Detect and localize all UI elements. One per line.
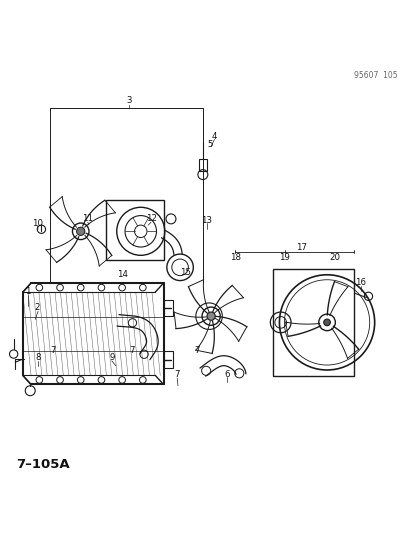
Circle shape: [76, 227, 85, 236]
Circle shape: [206, 312, 215, 320]
Text: 19: 19: [279, 253, 290, 262]
Text: 10: 10: [32, 219, 43, 228]
Text: 13: 13: [201, 216, 212, 224]
Text: 20: 20: [328, 253, 339, 262]
Bar: [198, 159, 206, 171]
Text: 7: 7: [193, 345, 199, 354]
Text: 16: 16: [355, 278, 366, 287]
Text: 7: 7: [128, 345, 134, 354]
Text: 1: 1: [25, 287, 31, 296]
Bar: [163, 300, 172, 316]
Text: 9: 9: [109, 353, 114, 362]
Text: 7–105A: 7–105A: [17, 458, 70, 471]
Bar: [273, 269, 353, 376]
Text: 2: 2: [34, 303, 40, 312]
Text: 12: 12: [145, 214, 156, 223]
Text: 15: 15: [180, 268, 190, 277]
Text: 5: 5: [207, 140, 213, 149]
Text: 6: 6: [223, 370, 229, 378]
Text: 11: 11: [82, 214, 93, 223]
Text: 18: 18: [229, 253, 240, 262]
Text: 4: 4: [211, 132, 217, 141]
Text: 14: 14: [116, 270, 127, 279]
Text: 7: 7: [50, 345, 56, 354]
Bar: [105, 200, 163, 260]
Text: 8: 8: [35, 353, 41, 362]
Text: 3: 3: [126, 96, 132, 106]
Text: 7: 7: [174, 370, 180, 379]
Circle shape: [323, 319, 330, 326]
Text: 17: 17: [295, 244, 306, 252]
Bar: [163, 351, 172, 368]
Text: 95607  105: 95607 105: [353, 71, 396, 80]
